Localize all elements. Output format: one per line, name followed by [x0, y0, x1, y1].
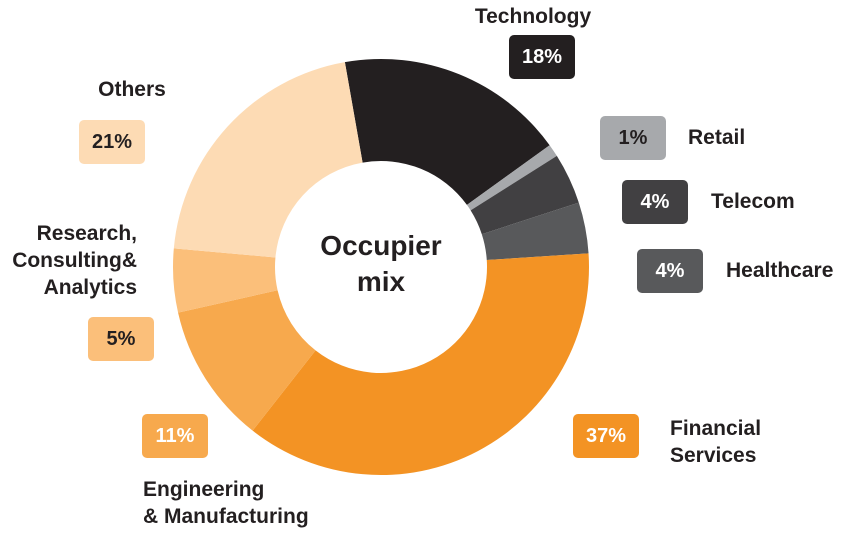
donut-segment: [481, 202, 589, 261]
category-label: Telecom: [711, 190, 795, 213]
value-badge: 11%: [142, 414, 208, 458]
category-label: Technology: [474, 5, 592, 28]
category-label: Financial Services: [670, 417, 762, 467]
category-label: Others: [98, 78, 166, 101]
category-label: Retail: [688, 126, 746, 149]
value-badge: 18%: [509, 35, 575, 79]
category-label: Research, Consulting& Analytics: [12, 222, 137, 299]
category-label: Engineering & Manufacturing: [143, 478, 309, 528]
donut-segment: [178, 290, 316, 431]
donut-segment: [466, 145, 557, 211]
category-label: Healthcare: [726, 259, 834, 282]
value-badge: 1%: [600, 116, 666, 160]
value-badge: 4%: [622, 180, 688, 224]
center-title: Occupier mix: [320, 230, 442, 297]
donut-segment: [470, 155, 579, 235]
donut-segment: [252, 253, 590, 475]
value-badge: 5%: [88, 317, 154, 361]
donut-segment: [344, 58, 550, 205]
value-badge: 21%: [79, 120, 145, 164]
donut-segment: [173, 62, 363, 258]
value-badge: 37%: [573, 414, 639, 458]
value-badge: 4%: [637, 249, 703, 293]
donut-segment: [173, 248, 278, 313]
